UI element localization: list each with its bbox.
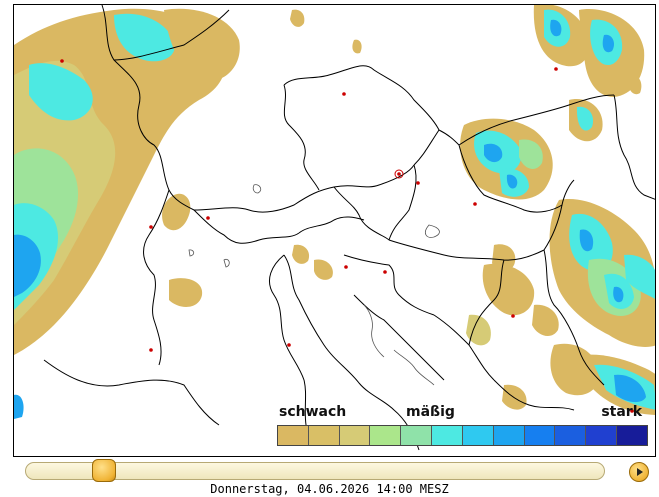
- legend-label-moderate: mäßig: [406, 404, 455, 420]
- lakes-coast: [188, 184, 440, 386]
- precip-west: [14, 8, 362, 419]
- time-slider-thumb[interactable]: [91, 459, 116, 482]
- legend-labels: schwach mäßig stark: [276, 404, 648, 424]
- intensity-legend: [277, 425, 648, 446]
- forecast-timestamp: Donnerstag, 04.06.2026 14:00 MESZ: [210, 482, 449, 496]
- city-marker: [206, 216, 210, 220]
- city-marker: [342, 92, 346, 96]
- play-icon: [637, 468, 643, 476]
- legend-swatch: [493, 426, 525, 445]
- city-marker: [60, 59, 64, 63]
- time-slider-track[interactable]: [25, 462, 605, 480]
- city-marker: [416, 181, 420, 185]
- city-markers: [60, 59, 634, 413]
- map-canvas: [14, 5, 655, 451]
- city-marker: [511, 314, 515, 318]
- city-marker: [397, 172, 401, 176]
- legend-label-strong: stark: [601, 404, 642, 420]
- city-marker: [473, 202, 477, 206]
- city-marker: [383, 270, 387, 274]
- legend-swatch: [524, 426, 556, 445]
- city-marker: [630, 409, 634, 413]
- city-marker: [149, 348, 153, 352]
- legend-swatch: [462, 426, 494, 445]
- legend-label-weak: schwach: [279, 404, 347, 420]
- city-marker: [344, 265, 348, 269]
- city-marker: [287, 343, 291, 347]
- play-button[interactable]: [629, 462, 649, 482]
- precip-slovakia: [460, 118, 553, 200]
- legend-swatch: [555, 426, 587, 445]
- legend-swatch: [278, 426, 309, 445]
- legend-swatch: [370, 426, 402, 445]
- legend-swatch: [401, 426, 433, 445]
- city-marker: [554, 67, 558, 71]
- city-marker: [149, 225, 153, 229]
- capital-ring-vienna: [394, 169, 404, 179]
- precip-east: [466, 199, 655, 415]
- legend-swatch: [432, 426, 463, 445]
- legend-swatch: [339, 426, 371, 445]
- country-borders: [43, 5, 655, 451]
- legend-swatch: [617, 426, 647, 445]
- precip-northeast: [533, 5, 645, 142]
- legend-swatch: [308, 426, 340, 445]
- radar-map[interactable]: [13, 4, 656, 457]
- legend-swatch: [586, 426, 618, 445]
